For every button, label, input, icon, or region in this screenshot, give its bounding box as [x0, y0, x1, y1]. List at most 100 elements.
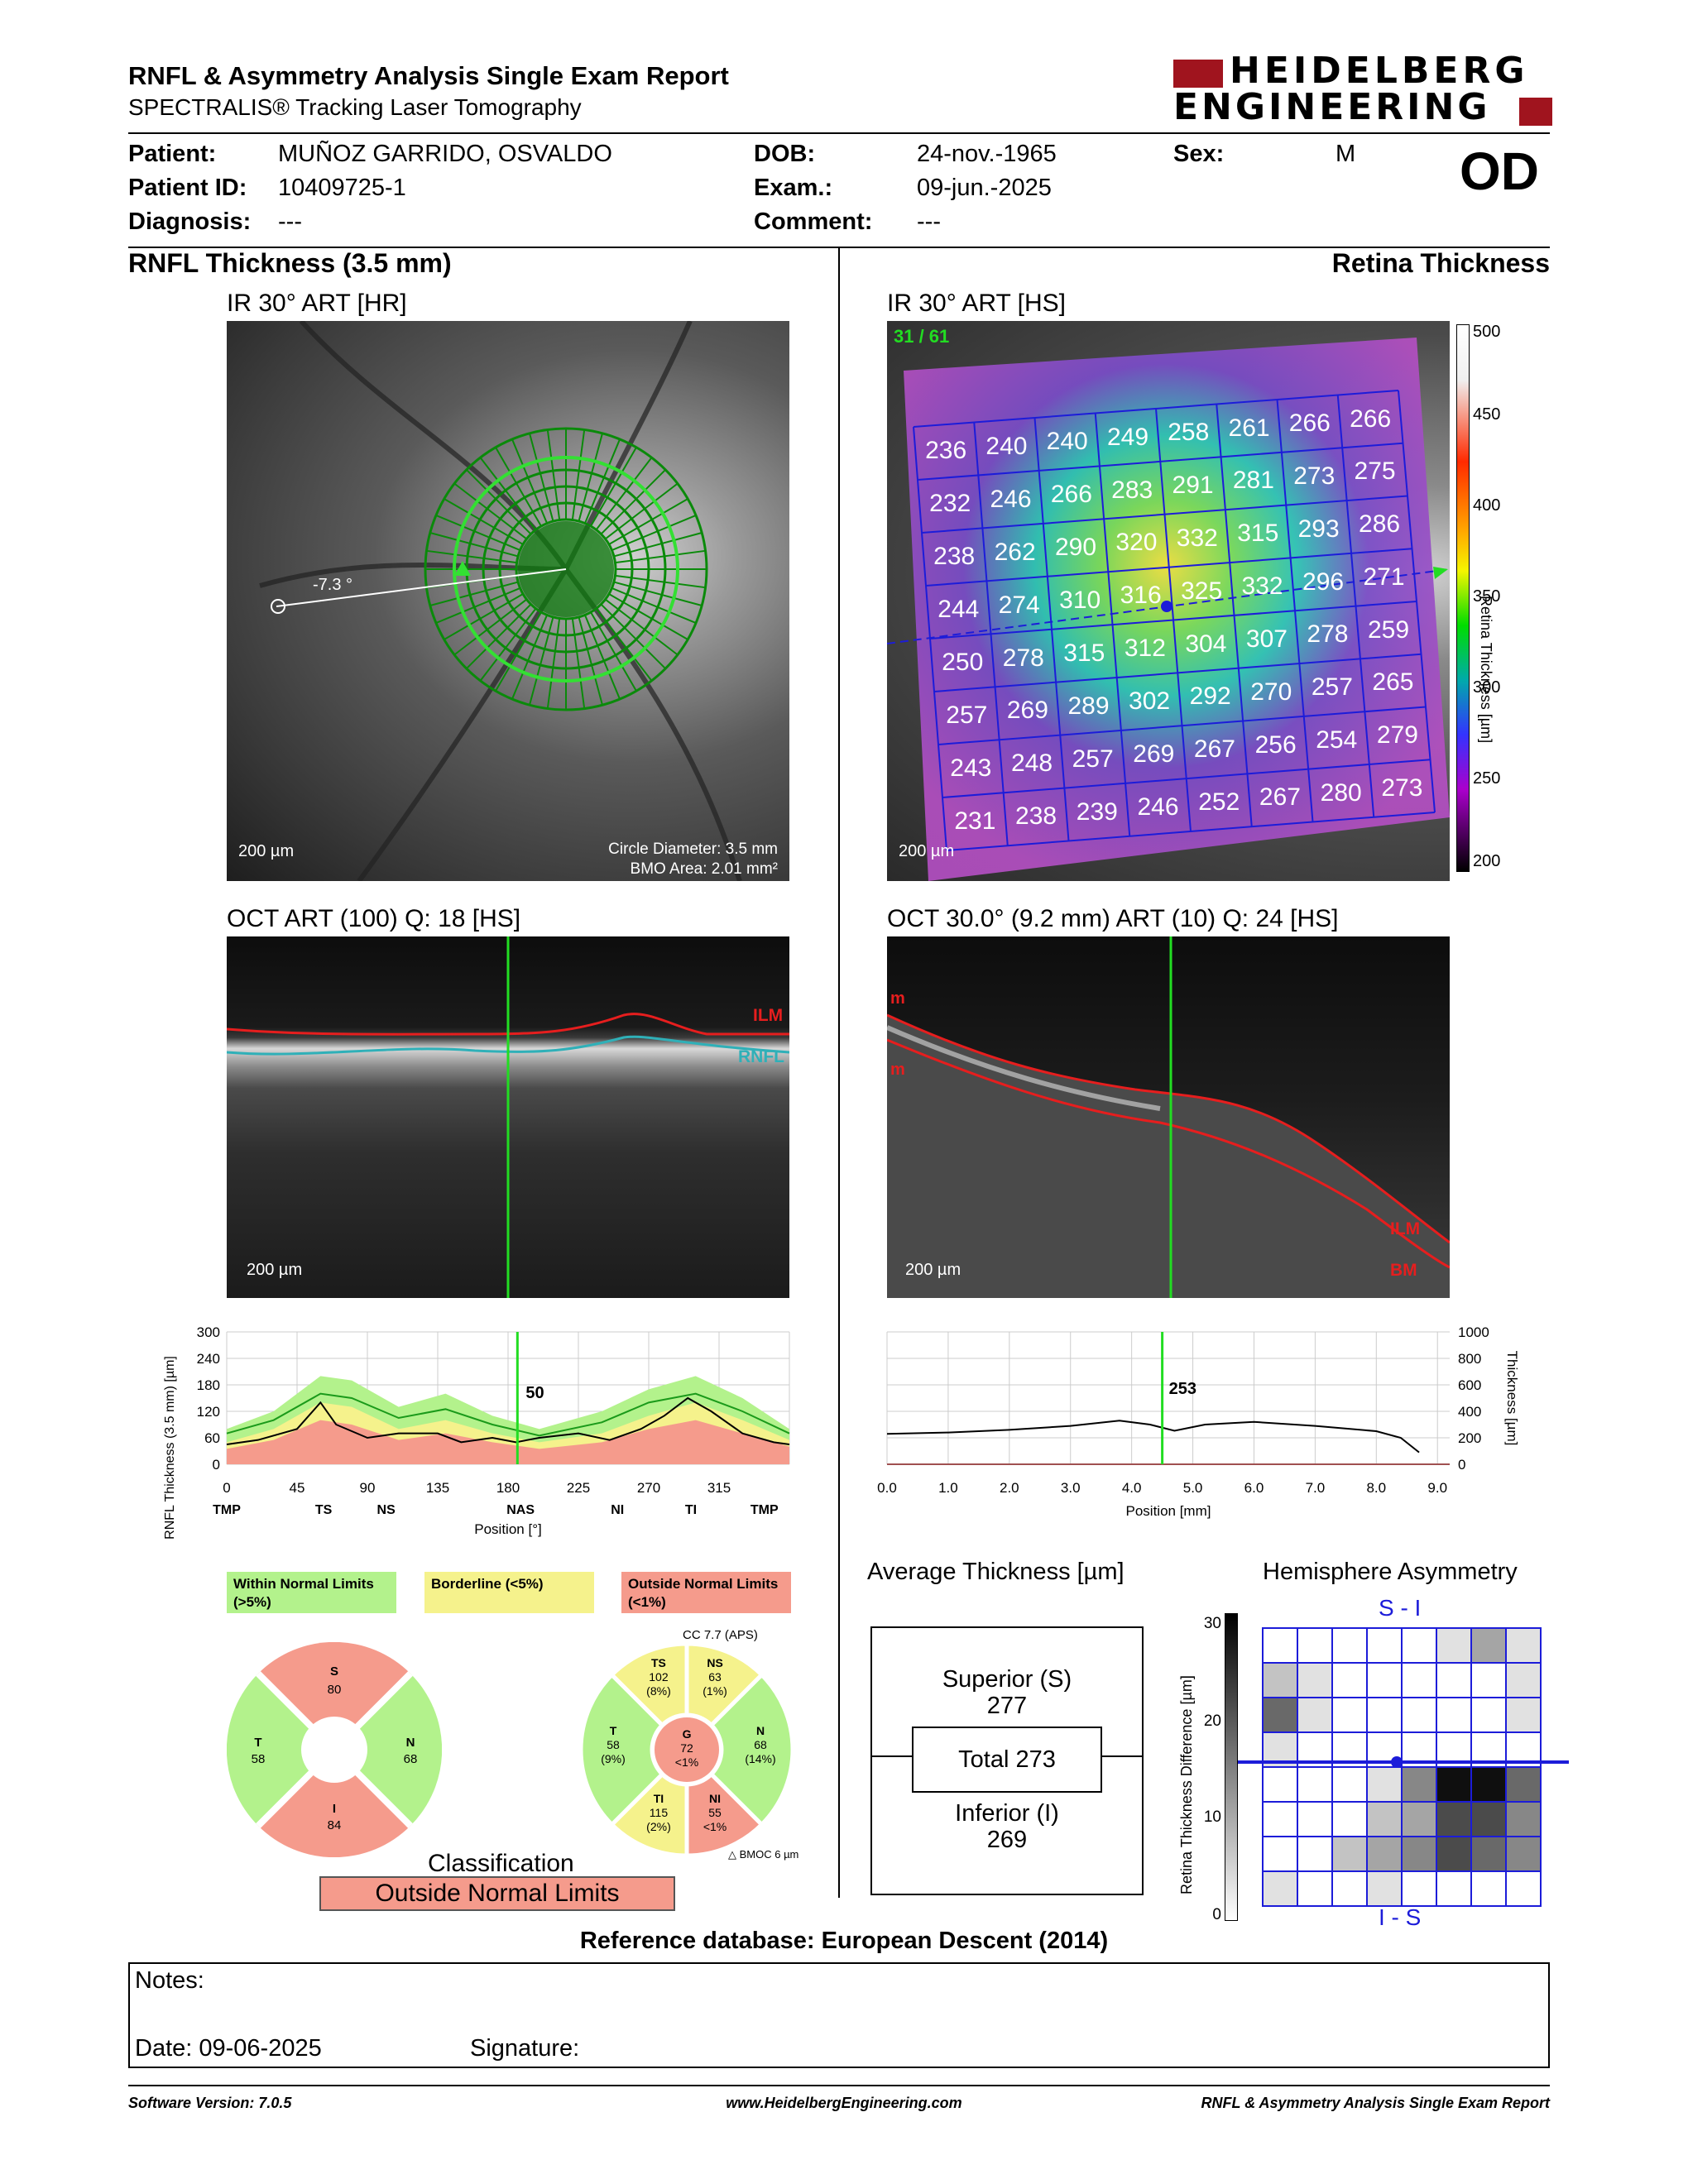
- sector-axis-label: NI: [611, 1503, 624, 1517]
- retina-section-title: Retina Thickness: [1331, 248, 1550, 278]
- scan-spoke: [429, 532, 519, 558]
- x-tick: 90: [360, 1480, 376, 1496]
- scan-spoke: [444, 593, 524, 640]
- x-tick: 180: [496, 1480, 520, 1496]
- scan-spoke: [571, 618, 586, 709]
- rotation-angle: -7.3 °: [313, 576, 353, 594]
- quadrant-superior: 80: [328, 1683, 342, 1697]
- thickness-cell: 332: [1176, 524, 1218, 552]
- retina-colorbar: [1456, 324, 1470, 872]
- notes-box[interactable]: [128, 1962, 1550, 2068]
- asym-cell: [1505, 1870, 1542, 1907]
- rnfl-label: RNFL: [738, 1047, 784, 1066]
- y-tick: 0: [213, 1457, 220, 1473]
- legend-outside: Outside Normal Limits (<1%): [621, 1572, 791, 1613]
- scan-spoke: [590, 611, 637, 692]
- scan-spoke: [444, 498, 524, 545]
- diagnosis-label: Diagnosis:: [128, 208, 252, 235]
- sector-value: 115: [650, 1806, 669, 1819]
- thickness-cell: 332: [1241, 572, 1283, 601]
- thickness-cell: 259: [1367, 615, 1410, 644]
- normative-mean-line: [226, 1392, 790, 1437]
- thickness-cell: 315: [1063, 639, 1105, 667]
- asym-bottom-label: I - S: [1379, 1904, 1422, 1930]
- scan-spoke: [511, 438, 548, 524]
- scan-spoke: [595, 457, 653, 531]
- y-tick: 240: [197, 1351, 220, 1367]
- y-axis-label: RNFL Thickness (3.5 mm) [µm]: [163, 1356, 177, 1540]
- sex-label: Sex:: [1173, 141, 1225, 167]
- asymmetry-grid: [1238, 1627, 1569, 1907]
- quadrant-temporal: 58: [252, 1752, 266, 1766]
- asym-cell: [1436, 1801, 1472, 1837]
- sector-percent: (2%): [646, 1820, 671, 1833]
- sector-NS: [684, 1642, 765, 1728]
- x-tick: 0.0: [877, 1480, 897, 1496]
- x-tick: 8.0: [1366, 1480, 1386, 1496]
- thickness-cell: 248: [1010, 750, 1053, 778]
- x-tick: 0: [223, 1480, 230, 1496]
- scan-spoke: [608, 593, 688, 640]
- thickness-cell: 266: [1288, 410, 1331, 438]
- colorbar-label: Retina Thickness [µm]: [1478, 596, 1494, 744]
- x-tick: 4.0: [1122, 1480, 1142, 1496]
- asym-cell: [1331, 1697, 1368, 1733]
- classification-result: Outside Normal Limits: [319, 1876, 675, 1911]
- thickness-cell: 257: [946, 702, 988, 730]
- thickness-cell: 275: [1354, 457, 1396, 486]
- thickness-cell: 279: [1376, 721, 1418, 750]
- sector-NI: [684, 1771, 765, 1857]
- asym-cell: [1297, 1627, 1333, 1664]
- thickness-cell: 265: [1372, 668, 1414, 697]
- x-tick: 135: [426, 1480, 449, 1496]
- quadrant-nasal: 68: [404, 1752, 418, 1766]
- asym-cell: [1366, 1662, 1403, 1698]
- asym-cell: [1436, 1836, 1472, 1872]
- quadrant-chart: S 80 T 58 N 68 I 84: [227, 1642, 442, 1857]
- website-link[interactable]: www.HeidelbergEngineering.com: [726, 2095, 962, 2111]
- sector-value: 72: [680, 1741, 693, 1755]
- sector-axis-label: NS: [377, 1503, 396, 1517]
- asym-colorbar: [1225, 1613, 1238, 1921]
- asymmetry-title: Hemisphere Asymmetry: [1263, 1559, 1518, 1585]
- scan-spoke: [511, 615, 548, 700]
- oct-bscan-left: ILM RNFL 200 µm: [227, 936, 789, 1298]
- asym-cell: [1470, 1801, 1507, 1837]
- thickness-cell: 293: [1297, 515, 1340, 543]
- thickness-cell: 307: [1245, 625, 1288, 653]
- notes-label: Notes:: [135, 1967, 204, 1994]
- right-ir-title: IR 30° ART [HS]: [887, 290, 1066, 317]
- asym-cell: [1436, 1627, 1472, 1664]
- sector-value: 55: [708, 1806, 722, 1819]
- total-thickness: Total 273: [912, 1727, 1102, 1793]
- thickness-cell: 231: [954, 807, 996, 836]
- ir-fundus-image-left: -7.3 ° 200 µm Circle Diameter: 3.5 mm BM…: [227, 321, 789, 881]
- asym-cell: [1436, 1766, 1472, 1803]
- thickness-cell: 290: [1054, 534, 1097, 562]
- thickness-cell: 278: [1307, 620, 1349, 649]
- y-tick: 120: [197, 1404, 220, 1420]
- sector-label: G: [683, 1727, 692, 1741]
- patient-name: MUÑOZ GARRIDO, OSVALDO: [278, 141, 612, 167]
- asym-top-label: S - I: [1379, 1595, 1422, 1621]
- asym-cell: [1401, 1801, 1437, 1837]
- inferior-value: 269: [986, 1827, 1028, 1853]
- thickness-cell: 239: [1076, 797, 1118, 826]
- thickness-cell: 278: [1002, 644, 1044, 672]
- footer-report-name: RNFL & Asymmetry Analysis Single Exam Re…: [1201, 2095, 1550, 2111]
- colorbar-tick: 200: [1473, 852, 1501, 870]
- asym-cell: [1262, 1766, 1298, 1803]
- thickness-cell: 240: [985, 432, 1028, 460]
- dob-value: 24-nov.-1965: [917, 141, 1057, 167]
- scan-spoke: [611, 587, 697, 624]
- thickness-cell: 312: [1124, 635, 1166, 663]
- comment-value: ---: [917, 208, 941, 235]
- scan-spoke: [495, 611, 542, 692]
- x-tick: 270: [637, 1480, 660, 1496]
- x-axis-label: Position [mm]: [1126, 1503, 1211, 1519]
- asym-cell: [1401, 1627, 1437, 1664]
- thickness-cell: 232: [929, 490, 971, 518]
- marker-value: 50: [525, 1384, 544, 1402]
- asym-tick: 20: [1203, 1712, 1221, 1730]
- y-tick: 300: [197, 1324, 220, 1340]
